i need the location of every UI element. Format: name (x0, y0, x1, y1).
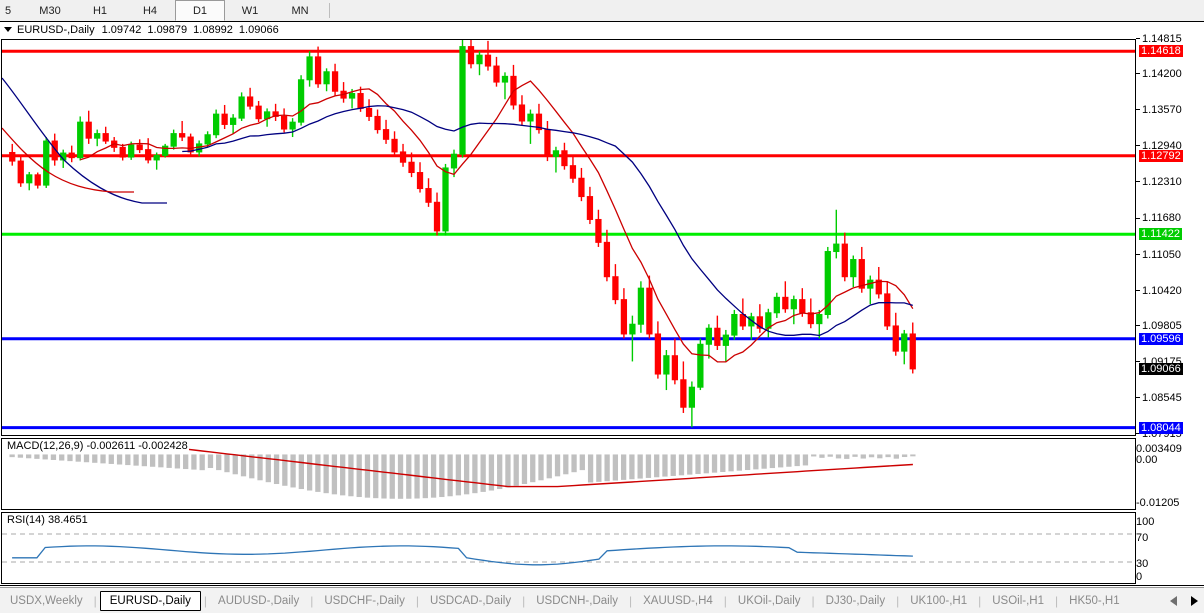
chart-tab-dj30-daily[interactable]: DJ30-,Daily (816, 591, 895, 611)
price-level-tag-black: 1.09066 (1139, 363, 1183, 375)
chart-tab-usdcnh-daily[interactable]: USDCNH-,Daily (526, 591, 628, 611)
timeframe-button-m5[interactable]: 5 (0, 0, 25, 21)
price-scale-axis[interactable]: 1.14815 1.14200 1.13570 1.12940 1.12310 1.116… (1136, 39, 1203, 584)
rsi-tick-label: 70 (1136, 533, 1148, 544)
macd-panel[interactable]: MACD(12,26,9) -0.002611 -0.002428 (1, 438, 1136, 510)
price-tick-label: 1.11680 (1142, 213, 1181, 224)
price-level-tag-red: 1.12792 (1139, 150, 1183, 162)
chart-tab-usdcad-daily[interactable]: USDCAD-,Daily (420, 591, 521, 611)
chart-symbol-label: EURUSD-,Daily (17, 24, 95, 36)
rsi-plot (2, 513, 1135, 583)
scroll-left-icon[interactable] (1170, 596, 1177, 606)
macd-tick-label: -0.01205 (1136, 498, 1179, 509)
rsi-svg (2, 513, 1135, 583)
toolbar-divider (329, 3, 330, 18)
price-tick: 1.10420 (1136, 286, 1182, 297)
timeframe-button-mn[interactable]: MN (275, 0, 325, 21)
chart-tab-eurusd-daily[interactable]: EURUSD-,Daily (100, 591, 201, 611)
rsi-tick-label: 30 (1136, 559, 1148, 570)
price-tick: 1.12310 (1136, 177, 1182, 188)
timeframe-button-h1[interactable]: H1 (75, 0, 125, 21)
chart-window: EURUSD-,Daily 1.09742 1.09879 1.08992 1.… (0, 21, 1204, 588)
price-tick-label: 1.11050 (1142, 250, 1181, 261)
chart-tab-audusd-daily[interactable]: AUDUSD-,Daily (208, 591, 309, 611)
price-level-tag-blue: 1.08044 (1139, 422, 1183, 434)
tab-divider: | (93, 594, 98, 608)
price-tick: 1.13570 (1136, 105, 1182, 116)
candlestick-svg (2, 40, 1135, 435)
timeframe-button-d1[interactable]: D1 (175, 0, 225, 21)
chart-tab-usoil-h1[interactable]: USOil-,H1 (982, 591, 1054, 611)
rsi-tick-label: 100 (1136, 517, 1154, 528)
chart-tab-hk50-h1[interactable]: HK50-,H1 (1059, 591, 1130, 611)
price-tick: 1.11680 (1136, 213, 1181, 224)
timeframe-button-w1[interactable]: W1 (225, 0, 275, 21)
timeframe-button-h4[interactable]: H4 (125, 0, 175, 21)
macd-label: MACD(12,26,9) -0.002611 -0.002428 (6, 440, 189, 452)
chart-header: EURUSD-,Daily 1.09742 1.09879 1.08992 1.… (0, 22, 1204, 37)
rsi-label: RSI(14) 38.4651 (6, 514, 89, 526)
chart-tab-xauusd-h4[interactable]: XAUUSD-,H4 (633, 591, 723, 611)
ohlc-open: 1.09742 (102, 24, 142, 36)
rsi-panel[interactable]: RSI(14) 38.4651 (1, 512, 1136, 584)
tab-scroll-arrows[interactable] (1170, 596, 1204, 606)
chart-tab-usdchf-daily[interactable]: USDCHF-,Daily (314, 591, 415, 611)
price-tick-label: 1.12310 (1142, 177, 1182, 188)
ohlc-close: 1.09066 (239, 24, 279, 36)
chart-tab-usdx-weekly[interactable]: USDX,Weekly (0, 591, 93, 611)
rsi-tick-label: 0 (1136, 572, 1142, 583)
ohlc-high: 1.09879 (147, 24, 187, 36)
price-tick: 1.08545 (1136, 393, 1182, 404)
ohlc-low: 1.08992 (193, 24, 233, 36)
price-tick-label: 1.14815 (1142, 34, 1182, 45)
chart-tab-uk100-h1[interactable]: UK100-,H1 (900, 591, 977, 611)
macd-tick-label: 0.00 (1136, 455, 1157, 466)
price-tick: 1.11050 (1136, 250, 1181, 261)
timeframe-toolbar[interactable]: 5 M30 H1 H4 D1 W1 MN (0, 0, 1204, 22)
price-level-tag-blue: 1.09596 (1139, 333, 1183, 345)
price-tick: 1.14815 (1136, 34, 1182, 45)
chart-tab-ukoil-daily[interactable]: UKOil-,Daily (728, 591, 811, 611)
price-tick: 1.14200 (1136, 69, 1182, 80)
chevron-down-icon[interactable] (4, 27, 12, 32)
price-tick-label: 1.09805 (1142, 321, 1182, 332)
price-tick-label: 1.10420 (1142, 286, 1182, 297)
price-tick-label: 1.13570 (1142, 105, 1182, 116)
timeframe-button-m30[interactable]: M30 (25, 0, 75, 21)
price-level-tag-red: 1.14618 (1139, 45, 1183, 57)
price-tick-label: 1.08545 (1142, 393, 1182, 404)
scroll-right-icon[interactable] (1191, 596, 1198, 606)
candlestick-plot (2, 40, 1135, 435)
price-level-tag-green: 1.11422 (1139, 228, 1182, 240)
price-tick-label: 1.14200 (1142, 69, 1182, 80)
price-chart-panel[interactable] (1, 39, 1136, 436)
price-tick: 1.09805 (1136, 321, 1182, 332)
chart-tab-bar[interactable]: USDX,Weekly | EURUSD-,Daily | AUDUSD-,Daily |… (0, 587, 1204, 613)
